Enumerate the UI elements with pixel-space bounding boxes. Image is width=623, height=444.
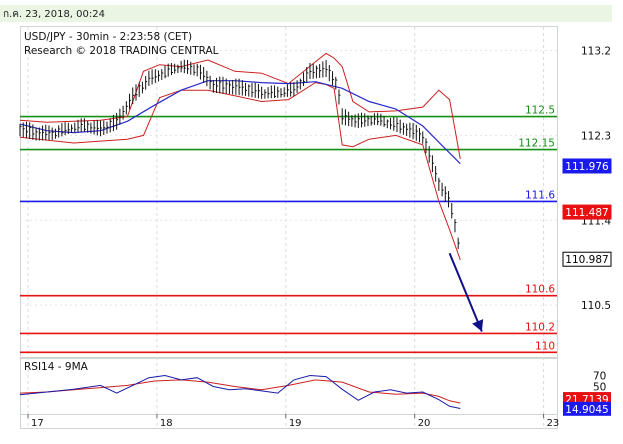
chart-subtitle: Research © 2018 TRADING CENTRAL <box>24 45 219 57</box>
date-axis <box>20 414 558 429</box>
date-tick-label: 17 <box>31 418 44 429</box>
timestamp: ก.ค. 23, 2018, 00:24 <box>3 9 105 20</box>
price-panel <box>20 26 558 358</box>
moving-average-line <box>19 80 461 165</box>
rsi-tick-label: 50 <box>593 382 606 394</box>
date-tick-label: 18 <box>160 418 173 429</box>
rsi-ma-line <box>19 379 461 404</box>
rsi-line <box>19 374 461 409</box>
level-label: 112.5 <box>525 105 555 117</box>
price-badge <box>562 204 612 220</box>
bollinger-lower-band <box>19 82 461 261</box>
price-tick-label: 113.2 <box>581 46 611 58</box>
price-badge <box>562 158 612 174</box>
rsi-panel <box>20 358 558 415</box>
level-label: 110 <box>535 340 555 352</box>
level-label: 110.6 <box>525 284 555 296</box>
price-tick-label: 110.5 <box>581 300 611 312</box>
price-badge-label: 111.976 <box>565 161 609 173</box>
date-tick-label: 23 <box>547 418 560 429</box>
price-bars <box>19 59 460 249</box>
price-badge-label: 110.987 <box>565 254 608 266</box>
date-tick-label: 19 <box>289 418 302 429</box>
timestamp-bar: ก.ค. 23, 2018, 00:24 <box>0 4 612 23</box>
price-badge-label: 111.487 <box>565 207 608 219</box>
forecast-arrow <box>448 252 483 332</box>
rsi-badge-label: 14.9045 <box>565 404 608 416</box>
rsi-title: RSI14 - 9MA <box>24 361 89 373</box>
price-tick-label: 112.3 <box>581 130 611 142</box>
level-label: 111.6 <box>525 189 555 201</box>
price-badge <box>562 251 612 267</box>
rsi-tick-label: 70 <box>593 371 606 383</box>
chart-title: USD/JPY - 30min - 2:23:58 (CET) <box>24 31 192 43</box>
level-label: 110.2 <box>525 321 555 333</box>
rsi-badge <box>563 401 611 416</box>
date-tick-label: 20 <box>418 418 431 429</box>
level-label: 112.15 <box>518 138 555 150</box>
forecast-arrow-head <box>472 319 484 332</box>
